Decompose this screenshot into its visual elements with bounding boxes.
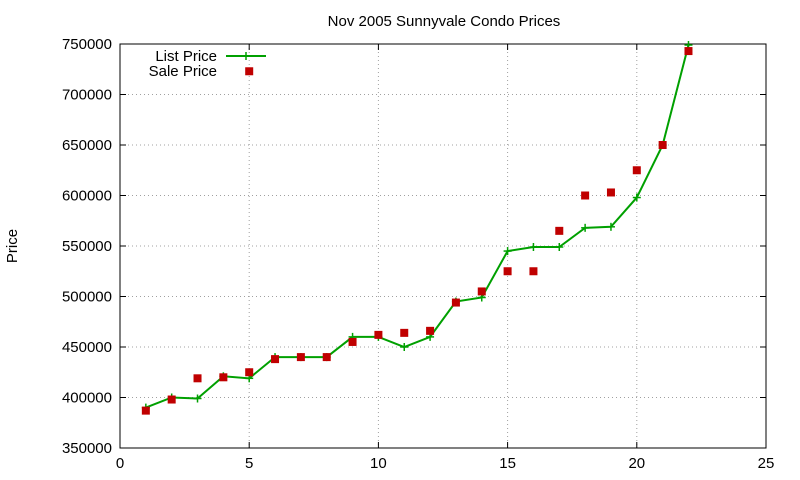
y-tick-label: 750000 bbox=[62, 36, 112, 53]
list-price-point bbox=[193, 394, 202, 403]
legend-label-sale-price: Sale Price bbox=[149, 63, 217, 80]
sale-price-point bbox=[606, 188, 615, 197]
sale-price-point bbox=[658, 141, 667, 149]
y-tick-label: 400000 bbox=[62, 390, 112, 407]
sale-price-point bbox=[348, 337, 357, 346]
sale-price-point bbox=[322, 353, 331, 362]
sale-price-point bbox=[245, 368, 254, 377]
y-tick-label: 650000 bbox=[62, 137, 112, 154]
sale-price-point bbox=[529, 267, 538, 276]
list-price-line bbox=[145, 44, 690, 409]
sale-price-point bbox=[219, 373, 228, 382]
x-tick-label: 20 bbox=[628, 455, 645, 472]
list-price-point bbox=[529, 243, 538, 252]
sale-price-point bbox=[374, 330, 383, 339]
sale-price-point bbox=[296, 353, 305, 362]
sale-price-point bbox=[684, 47, 693, 56]
sale-price-point bbox=[245, 67, 254, 76]
list-price-point bbox=[555, 243, 564, 252]
y-tick-label: 600000 bbox=[62, 188, 112, 205]
list-price-point bbox=[503, 247, 512, 256]
sale-price-point bbox=[271, 355, 280, 364]
sale-price-point bbox=[632, 166, 641, 175]
y-tick-label: 450000 bbox=[62, 339, 112, 356]
chart-title: Nov 2005 Sunnyvale Condo Prices bbox=[328, 13, 561, 30]
ticks: 0 5 10 15 20 25 350000 400000 450000 500000 550000… bbox=[62, 36, 774, 472]
sale-price-point bbox=[400, 328, 409, 337]
x-tick-label: 0 bbox=[116, 455, 124, 472]
x-tick-label: 10 bbox=[370, 455, 387, 472]
x-tick-label: 15 bbox=[499, 455, 516, 472]
y-tick-label: 550000 bbox=[62, 238, 112, 255]
sale-price-point bbox=[477, 287, 486, 296]
y-tick-label: 500000 bbox=[62, 289, 112, 306]
sale-price-point bbox=[503, 267, 512, 276]
sale-price-point bbox=[426, 326, 435, 335]
y-tick-label: 350000 bbox=[62, 440, 112, 457]
y-axis-label: Price bbox=[4, 229, 21, 263]
sale-price-point bbox=[451, 298, 460, 307]
legend: List Price Sale Price bbox=[149, 48, 266, 80]
list-price-point bbox=[632, 193, 641, 202]
sale-price-point bbox=[167, 395, 176, 404]
series bbox=[141, 41, 693, 415]
x-tick-label: 5 bbox=[245, 455, 253, 472]
x-tick-label: 25 bbox=[758, 455, 775, 472]
sale-price-point bbox=[555, 226, 564, 235]
list-price-point bbox=[581, 223, 590, 232]
list-price-point bbox=[400, 343, 409, 351]
y-tick-label: 700000 bbox=[62, 87, 112, 104]
grid bbox=[120, 44, 766, 448]
legend-label-list-price: List Price bbox=[155, 48, 217, 65]
list-price-point bbox=[606, 222, 615, 231]
sale-price-point bbox=[141, 406, 150, 415]
sale-price-point bbox=[581, 191, 590, 200]
sale-price-point bbox=[193, 374, 202, 383]
